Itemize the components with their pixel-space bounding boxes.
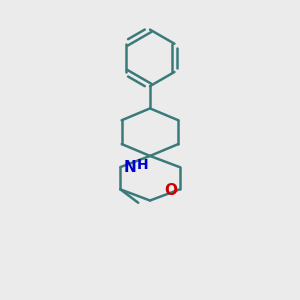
Text: H: H	[137, 158, 148, 172]
Text: N: N	[124, 160, 137, 175]
Text: O: O	[164, 183, 177, 198]
